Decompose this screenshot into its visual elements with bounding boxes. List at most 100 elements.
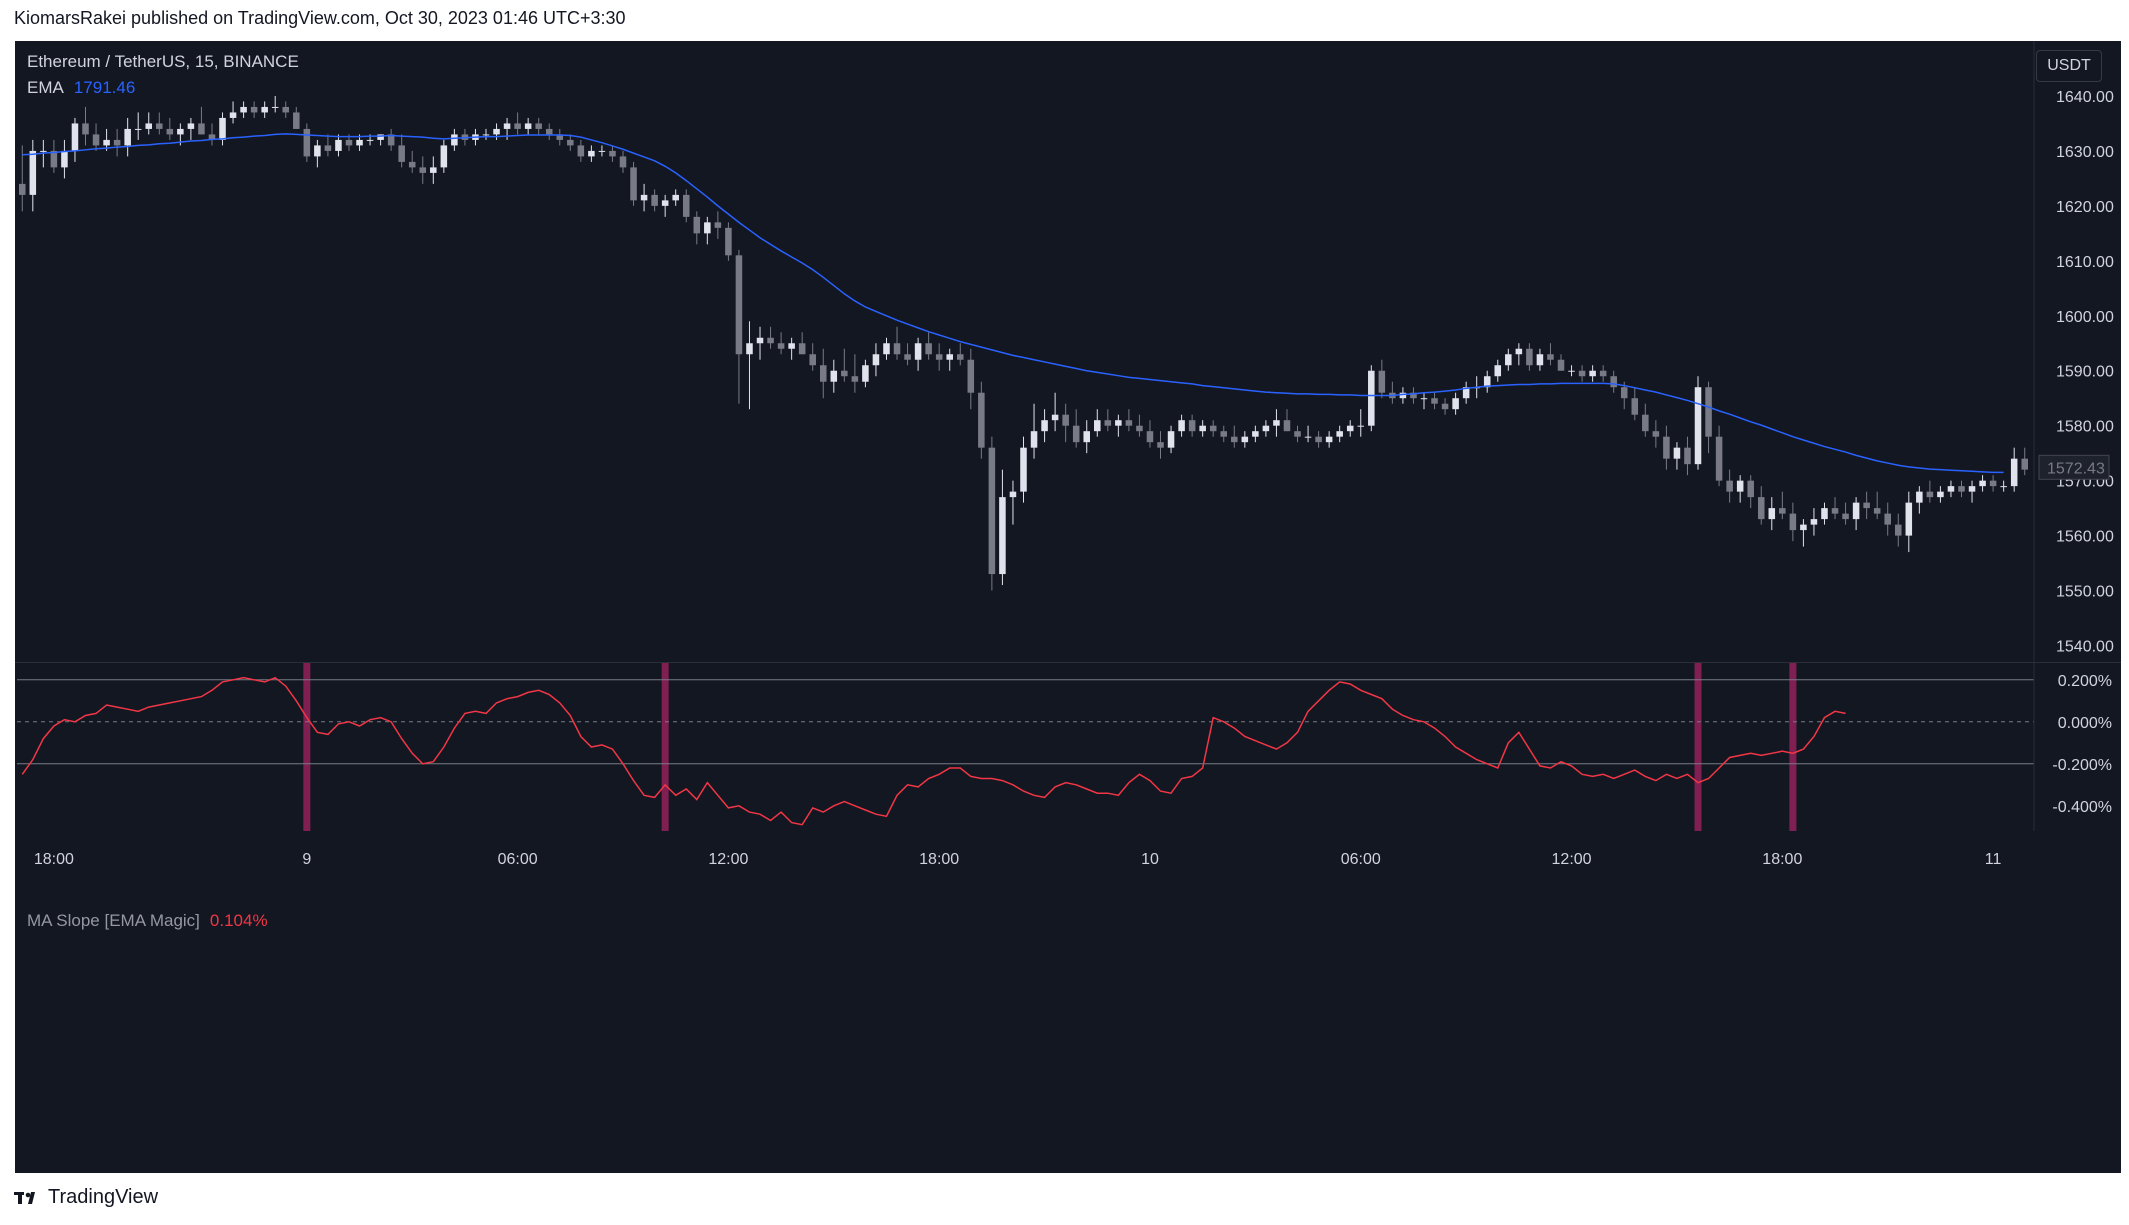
candle-body	[978, 392, 985, 448]
candle-body	[1642, 414, 1649, 432]
candle-body	[1178, 420, 1185, 432]
candle-body	[303, 128, 311, 157]
candle-body	[187, 123, 195, 129]
candle-body	[862, 365, 869, 382]
candlestick-series	[19, 95, 2028, 591]
candle-body	[567, 139, 574, 146]
candle-body	[1294, 431, 1301, 437]
candle-body	[904, 354, 911, 360]
candle-body	[1399, 392, 1407, 399]
time-axis-label: 06:00	[498, 851, 538, 868]
candle-body	[1199, 425, 1206, 432]
candle-body	[640, 194, 648, 201]
candle-body	[1115, 420, 1122, 426]
ema-legend-value: 1791.46	[73, 78, 136, 97]
candle-body	[1273, 420, 1280, 426]
price-axis-label: 1560.00	[2056, 529, 2114, 546]
time-axis-label: 18:00	[1762, 851, 1802, 868]
footer-brand[interactable]: TradingView	[14, 1186, 158, 1209]
time-axis-label: 12:00	[708, 851, 748, 868]
candle-body	[134, 128, 142, 130]
slope-highlight-band	[303, 663, 311, 831]
candle-body	[324, 145, 332, 151]
candle-body	[725, 227, 732, 256]
candle-body	[1800, 524, 1807, 531]
candle-body	[229, 112, 237, 118]
footer-brand-text: TradingView	[48, 1186, 159, 1208]
price-axis-label: 1550.00	[2056, 584, 2114, 601]
candle-body	[1905, 502, 1913, 536]
candle-body	[598, 150, 606, 152]
price-axis-label: 1640.00	[2056, 89, 2114, 106]
indicator-legend: MA Slope [EMA Magic] 0.104%	[27, 911, 268, 931]
candle-body	[577, 145, 585, 157]
candle-body	[1526, 348, 1533, 366]
chart-canvas[interactable]: 1640.00 1630.00 1620.00 1610.00 1600.00 1590.…	[15, 41, 2121, 1173]
publisher-header: KiomarsRakei published on TradingView.co…	[14, 8, 626, 28]
time-axis-label: 12:00	[1552, 851, 1592, 868]
tradingview-logo-icon	[14, 1191, 35, 1204]
candle-body	[1368, 370, 1375, 426]
candle-body	[1441, 403, 1449, 410]
candle-body	[1494, 365, 1502, 377]
indicator-legend-label: MA Slope [EMA Magic]	[27, 911, 200, 930]
candle-body	[2000, 486, 2007, 488]
time-axis-label: 18:00	[34, 851, 74, 868]
candle-body	[1336, 431, 1343, 437]
candle-body	[92, 134, 100, 146]
price-axis-label: 1600.00	[2056, 309, 2114, 326]
candle-body	[893, 343, 901, 355]
candle-body	[872, 354, 880, 366]
candle-body	[398, 145, 405, 162]
candle-body	[630, 167, 637, 201]
candle-body	[145, 123, 153, 129]
time-axis-label: 9	[302, 851, 311, 868]
candle-body	[1979, 480, 1986, 487]
candle-body	[967, 359, 975, 393]
candle-body	[1852, 502, 1860, 520]
candle-body	[545, 128, 553, 135]
candle-body	[2021, 458, 2028, 470]
candle-body	[788, 343, 795, 349]
candle-body	[156, 123, 163, 129]
candle-body	[1894, 524, 1902, 536]
candle-body	[1631, 398, 1639, 415]
candle-body	[430, 167, 437, 173]
candle-body	[1315, 436, 1322, 443]
candle-body	[672, 194, 679, 201]
candle-body	[682, 194, 690, 217]
candle-body	[335, 139, 342, 151]
chart-panel[interactable]	[15, 41, 2121, 1173]
candle-body	[883, 343, 890, 355]
candle-body	[166, 128, 174, 135]
ema-series	[22, 133, 2004, 474]
candle-body	[1209, 425, 1217, 432]
candle-body	[714, 222, 722, 228]
candle-body	[124, 128, 131, 146]
candle-body	[514, 123, 521, 129]
price-axis-label: 1590.00	[2056, 364, 2114, 381]
candle-body	[2010, 458, 2018, 487]
candle-body	[177, 128, 184, 135]
candle-body	[1736, 480, 1744, 492]
candle-body	[1431, 398, 1438, 404]
ema-legend: EMA 1791.46	[27, 78, 135, 98]
candle-body	[1916, 491, 1923, 503]
slope-line	[21, 676, 1846, 826]
candle-body	[1220, 431, 1228, 437]
symbol-title: Ethereum / TetherUS, 15, BINANCE	[27, 52, 299, 71]
candle-body	[798, 343, 806, 355]
candle-body	[1505, 354, 1512, 366]
currency-button[interactable]: USDT	[2036, 50, 2102, 82]
candle-body	[1009, 491, 1017, 498]
candle-body	[1715, 436, 1723, 481]
candle-body	[19, 183, 26, 195]
candle-body	[314, 145, 321, 157]
candle-body	[756, 337, 764, 344]
candle-body	[1831, 508, 1839, 514]
last-price-value: 1572.43	[2047, 460, 2105, 477]
price-axis-label: 1620.00	[2056, 199, 2114, 216]
candle-body	[999, 497, 1006, 575]
candle-body	[777, 343, 785, 349]
candle-body	[767, 337, 774, 344]
